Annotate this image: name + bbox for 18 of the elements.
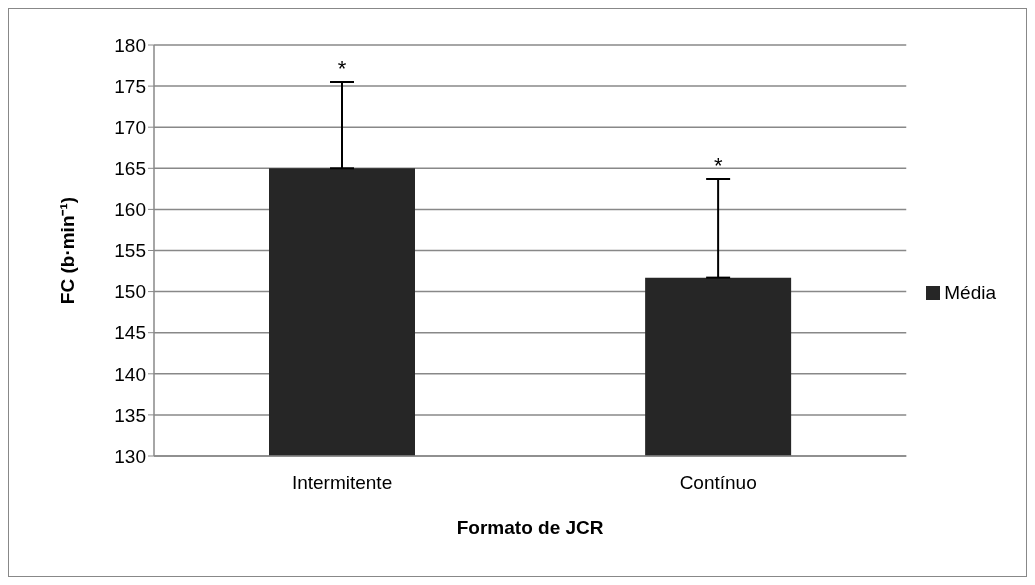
x-tick-label: Contínuo — [679, 472, 757, 494]
y-axis-title: FC (b·min⁻¹) — [56, 196, 78, 305]
x-axis-title: Formato de JCR — [456, 517, 604, 538]
y-tick-label: 150 — [114, 281, 146, 303]
y-tick-label: 170 — [114, 116, 146, 138]
y-tick-label: 180 — [114, 34, 146, 56]
y-tick-label: 145 — [114, 322, 146, 344]
x-tick-label: Intermitente — [291, 472, 393, 494]
y-tick-label: 135 — [114, 404, 146, 426]
annotation: * — [337, 55, 347, 81]
y-tick-label: 130 — [114, 445, 146, 467]
y-tick-label: 175 — [114, 75, 146, 97]
y-tick-label: 155 — [114, 240, 146, 262]
y-tick-label: 160 — [114, 199, 146, 221]
annotation: * — [713, 152, 723, 178]
y-tick-label: 165 — [114, 158, 146, 180]
y-tick-label: 140 — [114, 363, 146, 385]
legend-label: Média — [944, 281, 996, 303]
